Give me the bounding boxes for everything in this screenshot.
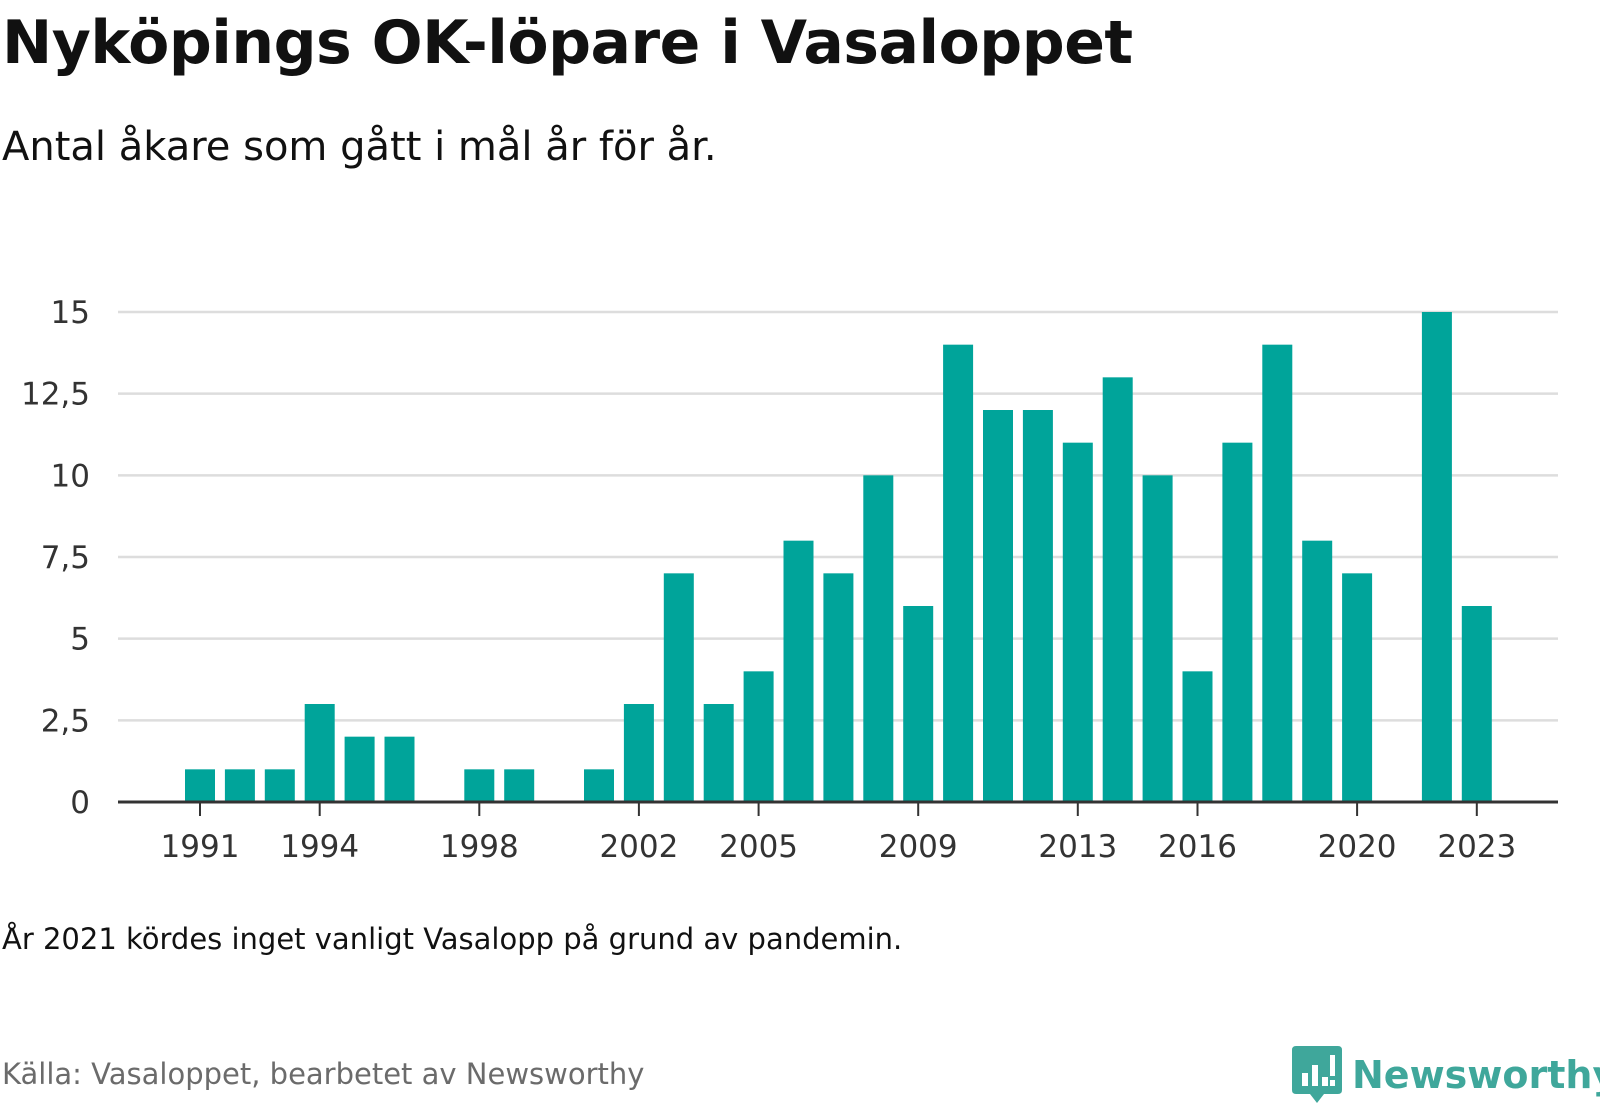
x-tick-label: 1991 bbox=[161, 829, 240, 865]
bar-1995[interactable] bbox=[344, 736, 375, 802]
y-tick-label: 15 bbox=[51, 295, 90, 331]
source-credit: Källa: Vasaloppet, bearbetet av Newswort… bbox=[2, 1057, 645, 1091]
bar-1999[interactable] bbox=[504, 769, 535, 802]
bar-2006[interactable] bbox=[783, 540, 814, 802]
chart-title: Nyköpings OK-löpare i Vasaloppet bbox=[2, 8, 1133, 78]
y-axis-ticks: 0 2,5 5 7,5 10 12,5 15 bbox=[21, 295, 90, 821]
bar-1996[interactable] bbox=[384, 736, 415, 802]
bar-2020[interactable] bbox=[1342, 573, 1373, 802]
bar-2012[interactable] bbox=[1022, 410, 1053, 802]
chart-note: År 2021 kördes inget vanligt Vasalopp på… bbox=[2, 922, 903, 956]
y-tick-label: 0 bbox=[70, 785, 90, 821]
bar-1992[interactable] bbox=[224, 769, 255, 802]
bar-2022[interactable] bbox=[1421, 312, 1452, 802]
bar-2015[interactable] bbox=[1142, 475, 1173, 802]
y-tick-label: 10 bbox=[51, 458, 90, 494]
x-tick-label: 2005 bbox=[719, 829, 798, 865]
bar-1991[interactable] bbox=[185, 769, 215, 802]
y-tick-label: 2,5 bbox=[41, 703, 90, 739]
bar-1993[interactable] bbox=[264, 769, 295, 802]
bar-2017[interactable] bbox=[1222, 442, 1253, 802]
x-tick-label: 2023 bbox=[1437, 829, 1516, 865]
newsworthy-bar-chart-icon bbox=[1292, 1046, 1342, 1103]
newsworthy-logo[interactable]: Newsworthy bbox=[1292, 1046, 1600, 1104]
x-tick-label: 1994 bbox=[280, 829, 359, 865]
x-tick-label: 2016 bbox=[1158, 829, 1237, 865]
bar-2001[interactable] bbox=[584, 769, 614, 802]
bar-2011[interactable] bbox=[983, 410, 1013, 802]
bar-2004[interactable] bbox=[703, 704, 734, 802]
chart-subtitle: Antal åkare som gått i mål år för år. bbox=[2, 124, 717, 170]
bar-2018[interactable] bbox=[1262, 344, 1293, 802]
y-tick-label: 5 bbox=[70, 622, 90, 658]
bar-chart: 0 2,5 5 7,5 10 12,5 15 1991 1994 1998 2002 2005 200… bbox=[21, 295, 1558, 865]
y-tick-label: 12,5 bbox=[21, 377, 90, 413]
bar-2014[interactable] bbox=[1102, 377, 1133, 802]
bar-1998[interactable] bbox=[464, 769, 495, 802]
bar-2013[interactable] bbox=[1062, 442, 1093, 802]
bar-2005[interactable] bbox=[743, 671, 774, 802]
x-tick-label: 2002 bbox=[599, 829, 678, 865]
bar-2016[interactable] bbox=[1182, 671, 1213, 802]
x-tick-label: 1998 bbox=[440, 829, 519, 865]
bar-2023[interactable] bbox=[1461, 606, 1492, 802]
x-tick-label: 2020 bbox=[1318, 829, 1397, 865]
brand-name: Newsworthy bbox=[1352, 1053, 1600, 1097]
x-tick-label: 2013 bbox=[1038, 829, 1117, 865]
y-tick-label: 7,5 bbox=[41, 540, 90, 576]
bar-2002[interactable] bbox=[623, 704, 654, 802]
bars bbox=[185, 312, 1492, 802]
bar-2007[interactable] bbox=[823, 573, 854, 802]
bar-2008[interactable] bbox=[863, 475, 894, 802]
bar-1994[interactable] bbox=[304, 704, 335, 802]
x-tick-label: 2009 bbox=[879, 829, 958, 865]
bar-2019[interactable] bbox=[1302, 540, 1333, 802]
bar-2003[interactable] bbox=[663, 573, 694, 802]
x-axis-ticks: 1991 1994 1998 2002 2005 2009 2013 2016 2020 2023 bbox=[161, 802, 1516, 865]
bar-2009[interactable] bbox=[903, 606, 934, 802]
bar-2010[interactable] bbox=[943, 344, 974, 802]
